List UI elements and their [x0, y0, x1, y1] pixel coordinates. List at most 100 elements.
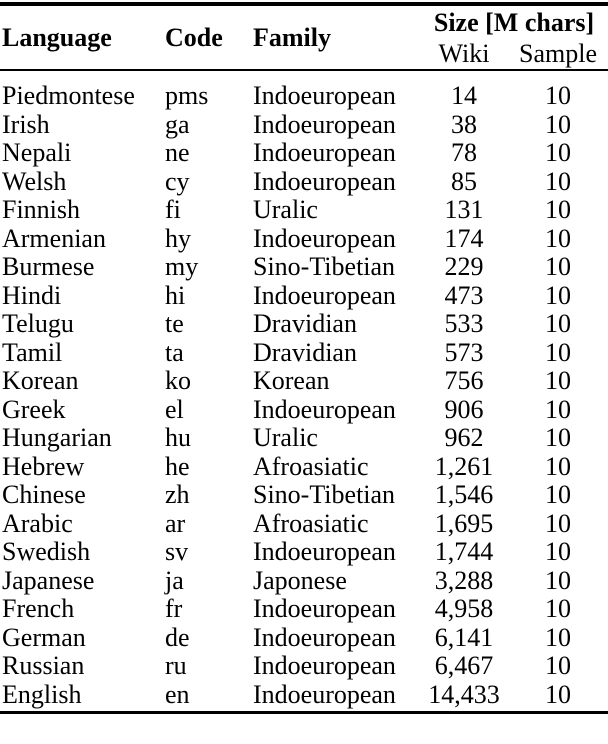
- cell-sample: 10: [545, 138, 571, 167]
- cell-code: hi: [165, 280, 186, 310]
- cell-wiki: 3,288: [434, 565, 494, 595]
- cell-wiki: 14,433: [428, 679, 500, 709]
- cell-language: Tamil: [2, 337, 63, 367]
- cell-language: Hindi: [2, 280, 62, 310]
- header-row-top: Language Code Family Size [M chars]: [0, 4, 608, 52]
- cell-wiki: 1,744: [434, 537, 494, 566]
- cell-language: English: [2, 679, 82, 709]
- cell-wiki: 756: [444, 366, 484, 395]
- cell-family: Dravidian: [253, 337, 357, 367]
- cell-language: Finnish: [2, 195, 81, 224]
- table-row: Telugu te Dravidian 533 10: [0, 309, 608, 339]
- cell-sample: 10: [545, 622, 571, 652]
- cell-family: Dravidian: [253, 309, 357, 338]
- cell-language: Telugu: [2, 309, 74, 338]
- cell-family: Indoeuropean: [253, 537, 396, 566]
- cell-code: zh: [165, 480, 190, 509]
- cell-language: Greek: [2, 394, 66, 424]
- cell-sample: 10: [545, 309, 571, 338]
- header-row-sub: Wiki Sample: [0, 39, 608, 70]
- cell-code: ne: [165, 138, 190, 167]
- cell-code: ta: [165, 337, 184, 367]
- cell-family: Indoeuropean: [253, 651, 396, 680]
- cell-family: Sino-Tibetian: [253, 480, 396, 509]
- cell-family: Afroasiatic: [253, 451, 369, 481]
- table-row: Hungarian hu Uralic 962 10: [0, 423, 608, 453]
- cell-code: hu: [165, 423, 191, 452]
- cell-family: Indoeuropean: [253, 223, 396, 253]
- cell-wiki: 6,467: [434, 651, 494, 680]
- cell-wiki: 131: [444, 195, 484, 224]
- column-header-family: Family: [253, 22, 331, 52]
- cell-sample: 10: [545, 594, 571, 623]
- cell-sample: 10: [545, 565, 571, 595]
- column-header-language: Language: [2, 22, 112, 52]
- cell-wiki: 229: [444, 252, 484, 281]
- cell-family: Indoeuropean: [253, 679, 396, 709]
- cell-code: el: [165, 394, 184, 424]
- cell-language: Arabic: [2, 508, 73, 538]
- table-row: Hebrew he Afroasiatic 1,261 10: [0, 451, 608, 482]
- cell-code: en: [165, 679, 190, 709]
- cell-wiki: 6,141: [434, 622, 494, 652]
- table-row: Chinese zh Sino-Tibetian 1,546 10: [0, 480, 608, 510]
- cell-language: Russian: [2, 651, 85, 680]
- cell-family: Indoeuropean: [253, 280, 396, 310]
- cell-sample: 10: [545, 81, 571, 110]
- cell-language: Korean: [2, 366, 79, 395]
- cell-sample: 10: [545, 679, 571, 709]
- cell-sample: 10: [545, 537, 571, 566]
- cell-code: fr: [165, 594, 183, 623]
- cell-sample: 10: [545, 423, 571, 452]
- cell-sample: 10: [545, 651, 571, 680]
- cell-sample: 10: [545, 252, 571, 281]
- cell-language: Hungarian: [2, 423, 112, 452]
- cell-wiki: 174: [444, 223, 484, 253]
- table-row: Arabic ar Afroasiatic 1,695 10: [0, 508, 608, 539]
- table-row: Japanese ja Japonese 3,288 10: [0, 565, 608, 596]
- cell-code: ru: [165, 651, 187, 680]
- table-header: Language Code Family Size [M chars] Wiki…: [0, 4, 608, 70]
- table-row: Armenian hy Indoeuropean 174 10: [0, 223, 608, 254]
- table-row: Welsh cy Indoeuropean 85 10: [0, 166, 608, 197]
- cell-code: pms: [165, 81, 209, 110]
- cell-family: Indoeuropean: [253, 138, 396, 167]
- table-row: German de Indoeuropean 6,141 10: [0, 622, 608, 653]
- cell-wiki: 78: [451, 138, 477, 167]
- cell-wiki: 1,546: [434, 480, 494, 509]
- cell-wiki: 473: [444, 280, 484, 310]
- cell-family: Afroasiatic: [253, 508, 369, 538]
- cell-code: te: [165, 309, 184, 338]
- cell-family: Indoeuropean: [253, 109, 396, 139]
- cell-sample: 10: [545, 508, 571, 538]
- cell-code: de: [165, 622, 190, 652]
- cell-family: Uralic: [253, 195, 318, 224]
- table-row: English en Indoeuropean 14,433 10: [0, 679, 608, 713]
- cell-language: German: [2, 622, 86, 652]
- cell-language: French: [2, 594, 75, 623]
- cell-sample: 10: [545, 195, 571, 224]
- cell-language: Irish: [2, 109, 50, 139]
- table-row: Nepali ne Indoeuropean 78 10: [0, 138, 608, 168]
- cell-family: Uralic: [253, 423, 318, 452]
- cell-wiki: 38: [451, 109, 477, 139]
- table-row: Finnish fi Uralic 131 10: [0, 195, 608, 225]
- cell-sample: 10: [545, 480, 571, 509]
- table-row: Hindi hi Indoeuropean 473 10: [0, 280, 608, 311]
- table-row: Greek el Indoeuropean 906 10: [0, 394, 608, 425]
- cell-language: Nepali: [2, 138, 72, 167]
- cell-sample: 10: [545, 166, 571, 196]
- cell-code: ar: [165, 508, 186, 538]
- cell-code: fi: [165, 195, 181, 224]
- cell-code: hy: [165, 223, 191, 253]
- table-row: Korean ko Korean 756 10: [0, 366, 608, 396]
- cell-sample: 10: [545, 337, 571, 367]
- cell-wiki: 533: [444, 309, 484, 338]
- cell-code: cy: [165, 166, 190, 196]
- cell-family: Japonese: [253, 565, 347, 595]
- table-row: French fr Indoeuropean 4,958 10: [0, 594, 608, 624]
- cell-code: my: [165, 252, 199, 281]
- cell-code: ga: [165, 109, 190, 139]
- cell-wiki: 4,958: [434, 594, 494, 623]
